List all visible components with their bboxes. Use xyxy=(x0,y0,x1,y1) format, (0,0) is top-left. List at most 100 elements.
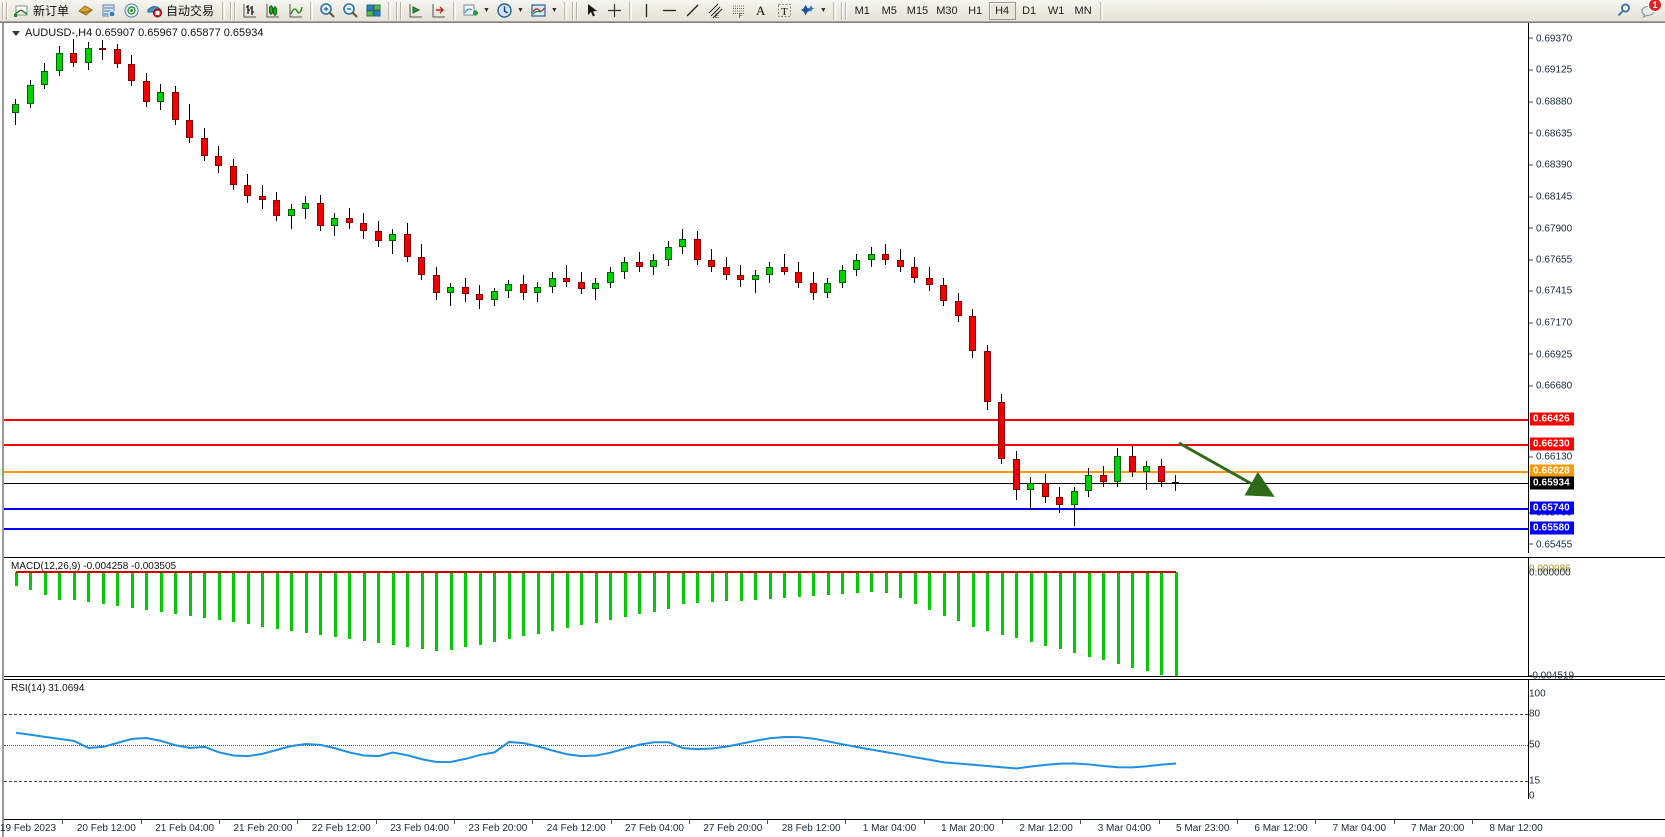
crosshair-button[interactable] xyxy=(603,1,626,21)
tile-windows-button[interactable] xyxy=(362,1,385,21)
candlestick-chart-button[interactable] xyxy=(261,1,284,21)
macd-histogram-bar xyxy=(1029,572,1033,642)
price-tag-support-2[interactable]: 0.65580 xyxy=(1530,521,1574,535)
macd-plot-area[interactable] xyxy=(4,558,1528,676)
expert-advisor-button[interactable] xyxy=(74,1,97,21)
candle-body xyxy=(345,218,353,224)
chevron-down-icon-2[interactable]: ▼ xyxy=(516,7,524,14)
vertical-line-button[interactable] xyxy=(635,1,658,21)
price-level-line-support-2[interactable] xyxy=(4,528,1528,531)
chevron-down-icon-3[interactable]: ▼ xyxy=(550,7,558,14)
horizontal-line-button[interactable] xyxy=(658,1,681,21)
price-axis[interactable]: 0.69370 0.69125 0.68880 0.68635 0.68390 0.681… xyxy=(1528,23,1665,553)
search-icon[interactable] xyxy=(1615,2,1632,19)
time-tick-mark xyxy=(1158,820,1160,824)
timeframe-mn[interactable]: MN xyxy=(1074,4,1092,17)
toolbar-grip-5[interactable] xyxy=(840,1,847,20)
candle-body xyxy=(824,282,831,294)
macd-histogram-bar xyxy=(623,572,627,618)
fibonacci-button[interactable]: F xyxy=(727,1,750,21)
toolbar-grip-4[interactable] xyxy=(571,1,578,20)
rsi-pane[interactable]: RSI(14) 31.0694 100 80 50 15 0 xyxy=(4,679,1665,802)
alerts-icon[interactable]: 1 xyxy=(1640,0,1662,19)
templates-button[interactable]: ▼ xyxy=(527,1,561,21)
price-tick: 0.67415 xyxy=(1529,286,1572,297)
chart-shift-icon xyxy=(407,2,424,19)
add-indicator-button[interactable]: ▼ xyxy=(459,1,493,21)
cursor-button[interactable] xyxy=(580,1,603,21)
candle-wick xyxy=(290,203,292,229)
candle-body xyxy=(940,285,947,301)
timeframe-m5[interactable]: M5 xyxy=(881,4,897,17)
macd-histogram-bar xyxy=(478,572,482,645)
new-order-button[interactable]: 新订单 xyxy=(10,1,74,21)
bar-chart-button[interactable] xyxy=(238,1,261,21)
price-level-line-support-1[interactable] xyxy=(4,507,1528,510)
auto-scroll-button[interactable] xyxy=(427,1,450,21)
toolbar-grip[interactable] xyxy=(2,1,8,20)
zoom-in-button[interactable] xyxy=(316,1,339,21)
navigator-button[interactable] xyxy=(120,1,143,21)
price-tag-support-1[interactable]: 0.65740 xyxy=(1530,501,1574,515)
price-level-line-resistance-2[interactable] xyxy=(4,419,1528,422)
toolbar-grip-2[interactable] xyxy=(230,1,237,20)
candle-body xyxy=(186,119,193,139)
chart-menu-icon[interactable] xyxy=(12,30,20,36)
period-button[interactable]: ▼ xyxy=(493,1,527,21)
macd-tick: -0.004519 xyxy=(1529,670,1575,682)
macd-histogram-bar xyxy=(362,572,366,642)
macd-histogram-bar xyxy=(1160,572,1163,676)
chart-window[interactable]: AUDUSD-,H4 0.65907 0.65967 0.65877 0.659… xyxy=(0,22,1665,837)
time-tick-label: 3 Mar 04:00 xyxy=(1097,823,1152,834)
macd-pane[interactable]: MACD(12,26,9) -0.004258 -0.003505 0.0000… xyxy=(4,557,1665,682)
trendline-button[interactable] xyxy=(681,1,704,21)
price-tag-resistance-2[interactable]: 0.66426 xyxy=(1530,412,1574,426)
text-button[interactable]: A xyxy=(750,1,773,21)
symbol-header[interactable]: AUDUSD-,H4 0.65907 0.65967 0.65877 0.659… xyxy=(12,27,264,39)
macd-histogram-bar xyxy=(1000,572,1004,635)
timeframe-h4[interactable]: H4 xyxy=(988,1,1016,20)
rsi-plot-area[interactable] xyxy=(4,680,1528,799)
line-chart-button[interactable] xyxy=(284,1,307,21)
text-label-button[interactable]: T xyxy=(773,1,796,21)
chart-shift-button[interactable] xyxy=(404,1,427,21)
timeframe-w1[interactable]: W1 xyxy=(1047,4,1065,17)
chevron-down-icon[interactable]: ▼ xyxy=(483,7,490,14)
horizontal-line-icon xyxy=(661,2,678,19)
timeframe-m15[interactable]: M15 xyxy=(906,4,929,17)
macd-histogram-bar xyxy=(1058,572,1062,650)
text-label-icon: T xyxy=(776,2,793,19)
macd-histogram-bar xyxy=(1087,572,1091,657)
price-tag-resistance-1[interactable]: 0.66230 xyxy=(1530,437,1574,451)
zoom-out-button[interactable] xyxy=(339,1,362,21)
time-axis[interactable]: 19 Feb 2023 20 Feb 12:00 21 Feb 04:00 21 Fe… xyxy=(0,819,1665,837)
price-plot-area[interactable] xyxy=(4,23,1528,553)
equidistant-channel-button[interactable]: E xyxy=(704,1,727,21)
timeframe-m1[interactable]: M1 xyxy=(854,4,870,17)
price-tag-current-price[interactable]: 0.65934 xyxy=(1530,476,1574,490)
macd-histogram-bar xyxy=(159,572,163,613)
svg-text:E: E xyxy=(715,14,719,19)
auto-trading-button[interactable]: 自动交易 xyxy=(143,1,219,21)
timeframe-d1[interactable]: D1 xyxy=(1022,4,1037,17)
price-pane[interactable]: 0.69370 0.69125 0.68880 0.68635 0.68390 0.681… xyxy=(4,23,1665,553)
toolbar-grip-3[interactable] xyxy=(396,1,403,20)
price-tag-pivot[interactable]: 0.66028 xyxy=(1530,464,1574,478)
timeframe-h1[interactable]: H1 xyxy=(968,4,983,17)
chevron-down-icon-4[interactable]: ▼ xyxy=(819,7,827,14)
candle-body xyxy=(403,233,411,257)
price-level-line-resistance-1[interactable] xyxy=(4,444,1528,447)
time-tick-mark xyxy=(1472,820,1473,824)
rsi-axis[interactable]: 100 80 50 15 0 xyxy=(1528,680,1665,802)
candle-body xyxy=(693,238,701,260)
price-level-line-pivot[interactable] xyxy=(4,470,1528,473)
candle-body xyxy=(229,166,237,185)
macd-histogram-bar xyxy=(565,572,569,629)
shapes-button[interactable]: ▼ xyxy=(796,1,830,21)
macd-axis[interactable]: 0.000086 0.000000 -0.004519 xyxy=(1528,558,1665,682)
timeframe-m30[interactable]: M30 xyxy=(936,4,958,17)
price-level-line-current-price[interactable] xyxy=(4,482,1528,484)
text-icon: A xyxy=(753,2,770,19)
data-window-button[interactable] xyxy=(97,1,120,21)
time-tick-mark xyxy=(610,820,612,824)
